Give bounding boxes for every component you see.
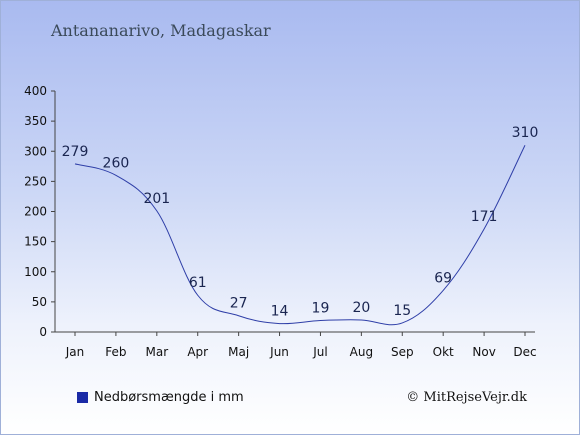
data-label: 61 — [189, 275, 207, 291]
x-tick-label: Apr — [187, 345, 208, 359]
x-tick-label: Mar — [145, 345, 168, 359]
series-line — [74, 145, 526, 326]
data-label: 27 — [230, 296, 248, 312]
y-tick-label: 400 — [24, 84, 47, 98]
data-label: 171 — [471, 209, 498, 225]
x-tick-label: Nov — [472, 345, 495, 359]
credit-text: © MitRejseVejr.dk — [406, 390, 527, 405]
x-tick-label: Feb — [105, 345, 126, 359]
x-tick-label: Aug — [350, 345, 373, 359]
x-tick-label: Dec — [513, 345, 536, 359]
x-tick-label: Jan — [65, 345, 85, 359]
y-tick-label: 350 — [24, 114, 47, 128]
y-tick-label: 250 — [24, 174, 47, 188]
x-tick-label: Okt — [433, 345, 454, 359]
data-label: 260 — [103, 155, 130, 171]
legend-label: Nedbørsmængde i mm — [94, 390, 244, 405]
legend: Nedbørsmængde i mm — [77, 390, 244, 405]
data-label: 20 — [352, 300, 370, 316]
x-tick-label: Jul — [312, 345, 327, 359]
x-tick-label: Maj — [228, 345, 249, 359]
data-label: 69 — [434, 270, 452, 286]
data-label: 19 — [312, 301, 330, 317]
y-tick-label: 50 — [32, 295, 47, 309]
data-label: 15 — [393, 303, 411, 319]
x-tick-label: Jun — [269, 345, 289, 359]
y-tick-label: 0 — [39, 325, 47, 339]
y-tick-label: 300 — [24, 144, 47, 158]
legend-swatch — [77, 392, 88, 403]
y-tick-label: 100 — [24, 265, 47, 279]
chart-title: Antananarivo, Madagaskar — [51, 21, 271, 40]
data-labels: 279 260 201 61 27 14 19 20 15 69 171 310 — [62, 125, 539, 319]
y-tick-label: 150 — [24, 235, 47, 249]
data-label: 279 — [62, 144, 89, 160]
series — [74, 145, 526, 326]
x-tick-label: Sep — [391, 345, 414, 359]
data-label: 201 — [143, 191, 170, 207]
data-label: 14 — [271, 304, 289, 320]
data-label: 310 — [512, 125, 539, 141]
y-tick-label: 200 — [24, 205, 47, 219]
axes: 0 50 100 150 200 250 300 350 400 Jan Feb Mar Apr Maj J… — [24, 84, 537, 359]
